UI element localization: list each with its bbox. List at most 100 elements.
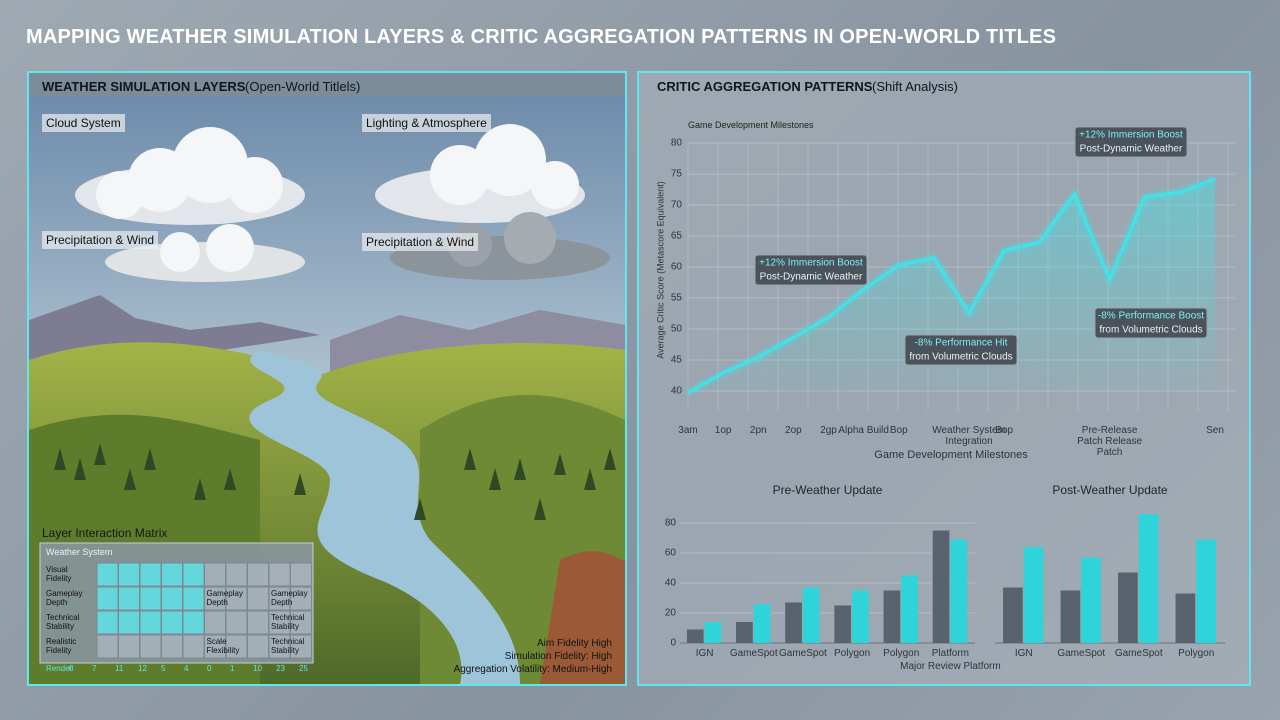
x-axis-label: Game Development Milestones <box>874 449 1028 461</box>
x-tick-label: Platform <box>931 648 970 659</box>
annotation: +12% Immersion Boost <box>759 258 863 269</box>
clouds <box>75 124 610 282</box>
matrix-scale: 12 <box>138 664 147 673</box>
tree <box>489 468 501 490</box>
tree <box>224 468 236 490</box>
matrix-note: Scale Flexibility <box>206 637 240 655</box>
matrix-scale: 0 <box>69 664 74 673</box>
matrix-scale: 23 <box>276 664 285 673</box>
x-tick-label: Polygon <box>1178 648 1215 659</box>
annotation: +12% Immersion Boost <box>1079 130 1183 141</box>
bar <box>883 590 901 643</box>
right-title: CRITIC AGGREGATION PATTERNS <box>657 79 873 94</box>
tree <box>294 473 306 495</box>
bar <box>736 622 753 643</box>
matrix-scale: 25 <box>299 664 308 673</box>
matrix-scale: 10 <box>253 664 262 673</box>
tree <box>144 448 156 470</box>
annotation: Post-Dynamic Weather <box>760 272 863 283</box>
line <box>687 177 1216 395</box>
matrix-cell <box>139 586 162 611</box>
bar <box>753 604 771 643</box>
matrix-scale: 11 <box>115 664 124 673</box>
layer-label: Precipitation & Wind <box>362 233 479 251</box>
bar <box>1023 547 1044 643</box>
tree <box>54 448 66 470</box>
right-subtitle: (Shift Analysis) <box>872 79 958 94</box>
trees <box>54 443 616 520</box>
matrix-cell <box>161 586 183 611</box>
tree <box>194 478 206 500</box>
y-tick-label: 20 <box>665 608 677 619</box>
annotation-box <box>754 254 868 286</box>
bar <box>950 539 968 643</box>
annotation-box <box>1074 126 1188 158</box>
matrix-cell <box>290 586 312 611</box>
matrix-cell <box>268 562 291 587</box>
matrix-note: Gameplay Depth <box>206 589 243 607</box>
y-tick-label: 50 <box>671 324 683 335</box>
matrix-cell <box>204 610 226 635</box>
matrix-row-label: Visual Fidelity <box>46 565 72 583</box>
x-tick-label: Polygon <box>834 648 871 659</box>
x-tick-label: 2gp <box>820 425 837 436</box>
matrix-cell <box>182 562 205 587</box>
matrix-scale: 5 <box>161 664 166 673</box>
bar <box>1118 572 1138 643</box>
bar <box>901 575 918 643</box>
stat: Simulation Fidelity: High <box>504 651 612 662</box>
matrix-row-label: Realistic Fidelity <box>46 637 77 655</box>
x-tick-label: IGN <box>1014 648 1033 659</box>
x-tick-label: Alpha Build <box>838 425 889 436</box>
matrix-note: Technical Stability <box>271 613 305 631</box>
bar-title: Pre-Weather Update <box>772 483 883 497</box>
matrix-cell <box>96 586 119 611</box>
matrix-scale: 7 <box>92 664 97 673</box>
matrix-cell <box>139 634 162 659</box>
annotation-box <box>1094 307 1208 339</box>
tree <box>604 448 616 470</box>
matrix-cell <box>118 610 140 635</box>
matrix-row-label: Gameplay Depth <box>46 589 83 607</box>
x-tick-label: Pre-Release Patch Release Patch <box>1077 425 1143 458</box>
tree <box>554 453 566 475</box>
stat: Aim Fidelity High <box>536 638 612 649</box>
matrix-cell <box>225 562 248 587</box>
y-axis-label: Average Critic Score (Metascore Equivale… <box>655 181 665 358</box>
matrix-cell <box>118 562 140 587</box>
annotation: Post-Dynamic Weather <box>1080 144 1183 155</box>
bar <box>1060 590 1081 643</box>
bar <box>686 629 704 643</box>
bar <box>785 602 802 643</box>
matrix-cell <box>204 562 226 587</box>
x-tick-label: GameSpot <box>729 648 778 659</box>
layer-label: Cloud System <box>42 114 125 132</box>
left-subtitle: (Open-World Titlels) <box>245 79 361 94</box>
x-tick-label: 3am <box>678 425 698 436</box>
matrix-cell <box>290 610 312 635</box>
y-tick-label: 60 <box>665 548 677 559</box>
tree <box>584 468 596 490</box>
annotation: -8% Performance Boost <box>1098 311 1204 322</box>
y-tick-label: 45 <box>671 355 683 366</box>
x-axis-label: Major Review Platform <box>900 661 1001 672</box>
matrix-cell <box>139 562 162 587</box>
tree <box>534 498 546 520</box>
matrix-cell <box>96 562 119 587</box>
y-tick-label: 40 <box>665 578 677 589</box>
matrix-note: Technical Stability <box>271 637 305 655</box>
tree <box>124 468 136 490</box>
tree <box>74 458 86 480</box>
matrix-scale: Render <box>46 664 73 673</box>
layer-label: Lighting & Atmosphere <box>362 114 491 132</box>
matrix-title: Layer Interaction Matrix <box>42 526 168 540</box>
bar <box>852 590 869 643</box>
matrix-cell <box>290 634 312 659</box>
bar <box>704 622 722 643</box>
matrix-header: Weather System <box>46 547 113 557</box>
bar <box>1196 539 1216 643</box>
matrix-scale: 4 <box>184 664 189 673</box>
x-tick-label: Bop <box>995 425 1014 436</box>
